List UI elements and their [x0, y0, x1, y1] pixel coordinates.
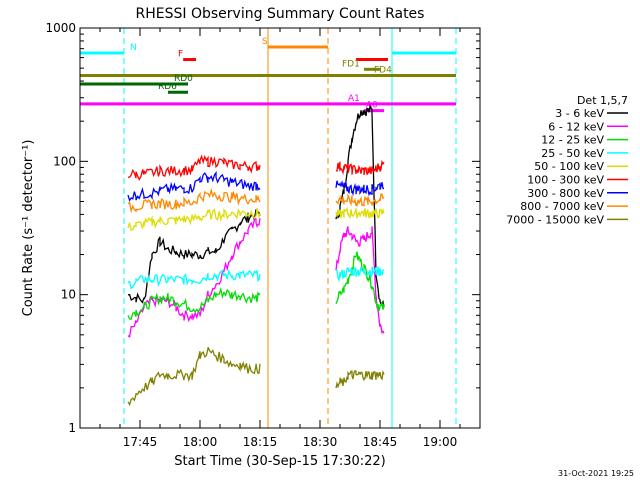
legend-label: 800 - 7000 keV — [520, 200, 604, 213]
series-line — [335, 369, 385, 389]
flag-label: FD4 — [374, 66, 392, 76]
axes: 1 10 100 1000 17:45 18:00 18:15 18:30 18:45 19:00 — [45, 21, 480, 449]
series-line — [335, 206, 385, 220]
y-tick-label: 10 — [61, 288, 76, 302]
series-line — [127, 154, 261, 181]
series-line — [335, 104, 385, 308]
series-line — [127, 208, 261, 232]
x-tick-label: 18:00 — [183, 435, 218, 449]
series-line — [127, 170, 261, 202]
flag-label: A1 — [348, 94, 360, 104]
series-line — [335, 251, 385, 312]
flag-label: F — [178, 50, 183, 60]
chart-title: RHESSI Observing Summary Count Rates — [136, 6, 425, 22]
x-axis-label: Start Time (30-Sep-15 17:30:22) — [174, 454, 385, 469]
x-tick-label: 18:45 — [363, 435, 398, 449]
footer-timestamp: 31-Oct-2021 19:25 — [558, 469, 634, 478]
y-tick-label: 1000 — [45, 21, 76, 35]
series-line — [127, 286, 261, 320]
x-tick-label: 17:45 — [123, 435, 158, 449]
flag-label: RD0 — [174, 74, 193, 84]
series-line — [127, 207, 261, 304]
series-line — [335, 193, 385, 208]
y-tick-label: 100 — [53, 154, 76, 168]
flag-label: RD6 — [158, 82, 177, 92]
series-line — [127, 187, 261, 214]
series-line — [335, 226, 385, 335]
series-line — [127, 268, 261, 290]
legend-label: 100 - 300 keV — [527, 174, 604, 187]
y-tick-label: 1 — [68, 421, 76, 435]
x-tick-label: 18:30 — [303, 435, 338, 449]
x-tick-label: 18:15 — [243, 435, 278, 449]
legend-label: 300 - 800 keV — [527, 187, 604, 200]
x-tick-label: 19:00 — [423, 435, 458, 449]
flag-label: FD1 — [342, 59, 360, 69]
flag-label: S — [262, 37, 268, 47]
legend-title: Det 1,5,7 — [577, 94, 628, 107]
series-line — [335, 266, 385, 283]
legend-label: 12 - 25 keV — [541, 134, 604, 147]
legend-label: 50 - 100 keV — [534, 160, 604, 173]
flag-label: N — [130, 43, 137, 53]
flag-label: A0 — [366, 101, 378, 111]
legend-label: 7000 - 15000 keV — [506, 213, 604, 226]
series-line — [127, 346, 261, 407]
y-axis-label: Count Rate (s⁻¹ detector⁻¹) — [21, 140, 36, 317]
legend-label: 3 - 6 keV — [555, 107, 604, 120]
legend-label: 6 - 12 keV — [548, 120, 604, 133]
series-line — [335, 159, 385, 176]
series-line — [335, 180, 385, 197]
legend-label: 25 - 50 keV — [541, 147, 604, 160]
plot-frame — [79, 27, 481, 429]
